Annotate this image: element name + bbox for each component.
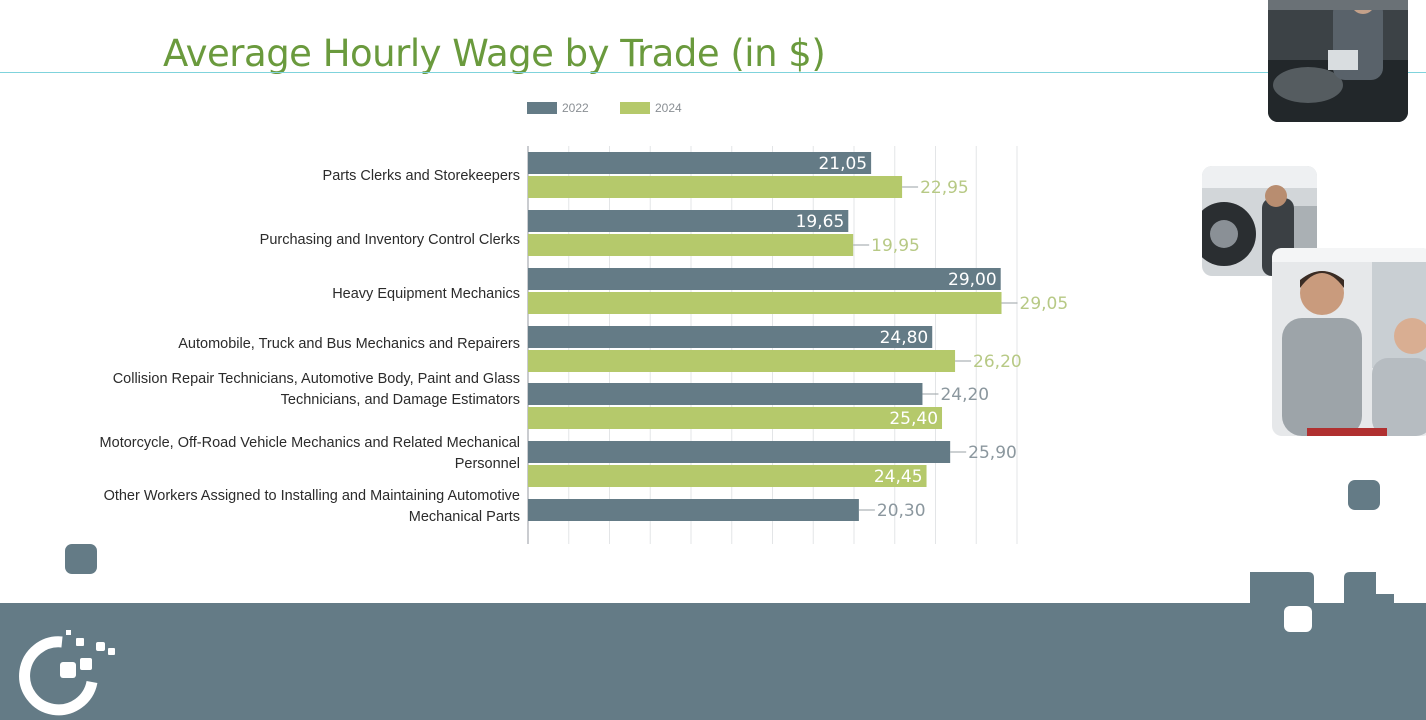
data-label: 20,30	[877, 501, 926, 521]
photo-business-team-icon	[1272, 248, 1426, 436]
category-label: Personnel	[455, 456, 520, 472]
bar-2024	[528, 465, 927, 487]
bar-2024	[528, 176, 903, 198]
legend-swatch-2024	[620, 102, 650, 114]
bar-2022	[528, 441, 951, 463]
bar-2024	[528, 407, 943, 429]
company-logo-icon	[19, 630, 115, 716]
data-label: 24,20	[940, 385, 989, 405]
category-label: Automobile, Truck and Bus Mechanics and …	[178, 336, 520, 352]
bar-2024	[528, 292, 1002, 314]
data-label: 29,05	[1020, 294, 1069, 314]
bar-2022	[528, 268, 1001, 290]
legend-swatch-2022	[527, 102, 557, 114]
bar-2024	[528, 234, 854, 256]
category-label: Collision Repair Technicians, Automotive…	[113, 371, 520, 387]
bar-2022	[528, 326, 933, 348]
bar-2022	[528, 499, 859, 521]
bar-2022	[528, 383, 923, 405]
data-label: 19,95	[871, 236, 920, 256]
footer-band	[0, 603, 1426, 720]
data-label: 29,00	[948, 270, 997, 290]
data-label: 26,20	[973, 352, 1022, 372]
data-label: 19,65	[796, 212, 845, 232]
footer-pixel-decoration	[1250, 572, 1394, 638]
page-title: Average Hourly Wage by Trade (in $)	[163, 32, 826, 75]
data-label: 24,45	[874, 467, 923, 487]
data-label: 25,90	[968, 443, 1017, 463]
data-label: 21,05	[818, 154, 867, 174]
bar-2022	[528, 152, 872, 174]
category-label: Motorcycle, Off-Road Vehicle Mechanics a…	[100, 435, 520, 451]
category-label: Heavy Equipment Mechanics	[332, 286, 520, 302]
decorative-square	[65, 544, 97, 574]
decorative-square	[1348, 480, 1380, 510]
data-label: 24,80	[880, 328, 929, 348]
photo-mechanic-laptop-icon	[1268, 0, 1408, 122]
title-accent-line	[0, 72, 1426, 73]
bar-2024	[528, 350, 956, 372]
legend-label-2022: 2022	[562, 101, 589, 115]
category-label: Mechanical Parts	[409, 509, 520, 525]
data-label: 22,95	[920, 178, 969, 198]
category-label: Other Workers Assigned to Installing and…	[104, 488, 520, 504]
category-label: Technicians, and Damage Estimators	[281, 392, 520, 408]
category-label: Purchasing and Inventory Control Clerks	[260, 232, 520, 248]
category-label: Parts Clerks and Storekeepers	[323, 168, 520, 184]
data-label: 25,40	[889, 409, 938, 429]
bar-2022	[528, 210, 849, 232]
legend-label-2024: 2024	[655, 101, 682, 115]
